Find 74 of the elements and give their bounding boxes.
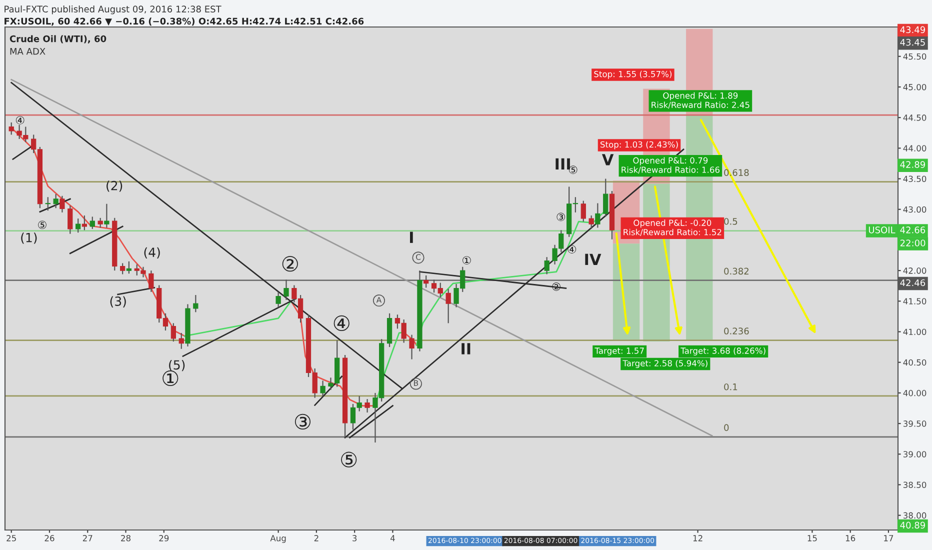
annotation: (5) [169,360,185,372]
text: 42.66 [900,226,926,234]
annotation: III [556,158,570,170]
annotation: ④ [334,315,350,331]
annotation: USOIL [868,226,896,234]
x-tick-label: 12 [693,535,702,542]
text: 42.89 [900,161,925,168]
x-tick-label: 27 [82,535,92,542]
x-tick-label: 26 [44,535,54,542]
x-tick-label: 2 [314,535,318,542]
y-tick-label: 42.00 [903,268,926,274]
annotation: 0.236 [724,328,749,334]
text: 43.45 [900,38,925,46]
annotation: ④ [16,116,24,124]
x-tick-label: 15 [808,535,817,542]
annotation: ① [162,370,178,386]
annotation: Target: 2.58 (5.94%) [622,360,708,368]
annotation: Stop: 1.03 (2.43%) [600,141,678,150]
annotation: (4) [144,247,160,258]
y-tick-label: 39.00 [903,451,926,458]
annotation: I [410,232,413,243]
annotation: 0.1 [724,383,738,390]
annotation: MA ADX [10,48,46,55]
y-tick-label: 44.00 [903,145,926,152]
annotation: ① [462,256,471,265]
annotation: 0 [724,424,729,432]
annotation: ⑤ [568,166,578,174]
chart-title: Paul-FXTC published August 09, 2016 12:38 EST [4,6,222,14]
x-tick-label: 3 [352,535,357,542]
annotation: ⑤ [38,220,46,230]
annotation: Stop: 1.55 (3.57%) [594,70,672,79]
y-tick-label: 38.00 [903,512,926,519]
annotation: Target: 1.57 [594,348,644,356]
y-tick-label: 45.00 [903,84,926,90]
annotation: V [602,154,614,166]
text: 22:00 [900,240,926,246]
annotation: Opened P&L: 1.89 Risk/Reward Ratio: 2.45 [652,92,750,109]
annotation: IV [585,254,602,265]
y-tick-label: 43.50 [903,176,926,182]
x-tick-label: 25 [6,535,16,542]
y-tick-label: 40.50 [903,359,926,366]
annotation: II [462,343,470,354]
annotation: (2) [106,180,122,192]
x-tick-label: 16 [846,535,856,542]
annotation: 0.382 [724,268,748,275]
annotation: ③ [556,212,566,222]
y-tick-label: 43.00 [903,206,926,213]
annotation: ⑤ [341,452,357,468]
y-tick-label: 38.50 [903,482,926,488]
annotation: Target: 3.68 (8.26%) [680,347,766,356]
x-tick-label: 17 [884,535,894,542]
x-tick-label: Aug [270,535,286,543]
annotation: Opened P&L: 0.79 Risk/Reward Ratio: 1.66 [622,157,720,174]
annotation: ④ [568,245,576,254]
text: 43.49 [900,26,925,34]
y-tick-label: 44.50 [903,114,926,121]
x-tick-label: 29 [159,535,169,542]
y-tick-label: 41.00 [903,328,926,336]
text: 42.46 [900,279,926,286]
annotation: Crude Oil (WTI), 60 [10,35,106,44]
text: 40.89 [900,522,925,529]
annotation: ② [282,256,298,272]
x-tick-label: 28 [121,535,130,542]
chart-subtitle: FX:USOIL, 60 42.66 ▼ −0.16 (−0.38%) O:42.65 H:42.74 L:42.51 C:42.66 [4,18,364,26]
annotation: (3) [110,296,126,308]
annotation: (1) [21,232,37,244]
y-tick-label: 41.50 [903,298,926,304]
annotation: 0.5 [724,218,738,225]
annotation: Opened P&L: -0.20 Risk/Reward Ratio: 1.52 [624,220,722,236]
y-tick-label: 40.00 [903,390,926,396]
y-tick-label: 45.50 [903,53,926,60]
annotation: ③ [294,414,311,430]
y-tick-label: 39.50 [903,420,926,427]
x-tick-label: 4 [390,535,395,542]
